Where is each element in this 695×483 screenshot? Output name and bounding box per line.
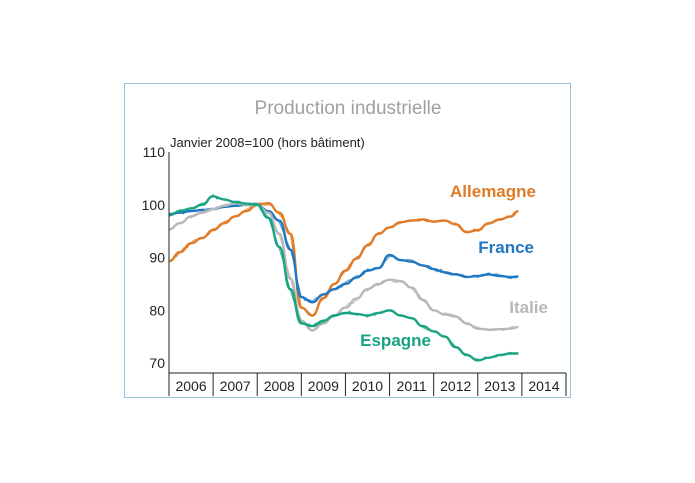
x-axis: 2006 2007 2008 2009 2010 2011 2012 2013 2014: [169, 372, 567, 396]
y-tick-label: 100: [142, 197, 166, 213]
x-tick-label: 2014: [528, 378, 559, 394]
series-layer: [168, 193, 519, 362]
series-label: Espagne: [360, 331, 431, 350]
series-line-monthly: [168, 202, 517, 317]
x-tick-label: 2006: [175, 378, 206, 394]
chart-subtitle: Janvier 2008=100 (hors bâtiment): [170, 135, 365, 150]
series-line-monthly: [168, 202, 517, 302]
y-tick-label: 90: [149, 250, 165, 266]
x-tick-label: 2011: [397, 378, 427, 394]
x-tick-label: 2007: [220, 378, 251, 394]
y-tick-label: 110: [143, 144, 166, 160]
series-line: [168, 202, 519, 332]
y-tick-label: 80: [149, 302, 165, 318]
chart: Production industrielle Janvier 2008=100…: [142, 98, 567, 396]
series-label: Italie: [509, 298, 548, 317]
y-axis: 70 80 90 100 110: [142, 144, 170, 396]
chart-title: Production industrielle: [255, 98, 442, 119]
series-line: [168, 195, 519, 362]
y-tick-label: 70: [149, 355, 165, 371]
series-line: [168, 202, 519, 317]
series-label: France: [478, 238, 534, 257]
x-tick-label: 2008: [264, 378, 295, 394]
x-tick-label: 2009: [308, 378, 339, 394]
series-label: Allemagne: [450, 182, 536, 201]
chart-frame: Production industrielle Janvier 2008=100…: [124, 83, 571, 398]
series-labels: Allemagne France Italie Espagne: [360, 182, 548, 350]
series-line: [168, 203, 519, 304]
x-tick-label: 2010: [352, 378, 383, 394]
x-tick-label: 2013: [484, 378, 515, 394]
x-tick-label: 2012: [440, 378, 471, 394]
